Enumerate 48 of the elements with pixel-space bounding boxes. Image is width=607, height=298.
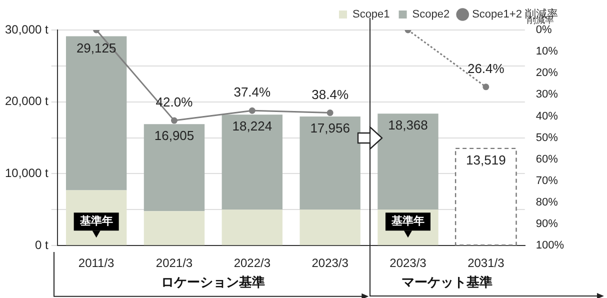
- y-tick-label: 10,000 t: [4, 166, 50, 180]
- y-tick-label: 20,000 t: [4, 94, 50, 108]
- total-label: 29,125: [76, 40, 116, 56]
- bar: [300, 116, 360, 210]
- data-label: 38.4%: [312, 86, 349, 102]
- y-tick-label: 30,000 t: [4, 22, 50, 36]
- annotation: 基準年: [78, 214, 113, 228]
- text: マーケット基準: [401, 274, 492, 290]
- bar: [222, 114, 283, 210]
- y2-tick-label: 80%: [536, 196, 558, 209]
- total-label: 16,905: [154, 128, 194, 144]
- y2-tick-label: 60%: [536, 153, 558, 166]
- x-tick-label: 2023/3: [390, 256, 427, 270]
- y2-tick-label: 70%: [536, 174, 558, 187]
- point: [170, 117, 178, 124]
- bar: [144, 124, 205, 212]
- text: ロケーション基準: [161, 274, 266, 290]
- bar: [222, 210, 283, 246]
- y-tick-label: 0 t: [35, 238, 50, 252]
- point: [482, 84, 490, 90]
- y2-tick-label: 0%: [536, 24, 552, 36]
- y2-tick-label: 100%: [536, 240, 564, 252]
- y2-tick-label: 90%: [536, 218, 558, 230]
- total-label: 17,956: [310, 120, 350, 136]
- point: [326, 110, 334, 116]
- annotation: 基準年: [390, 214, 424, 228]
- x-tick-label: 2022/3: [234, 256, 271, 270]
- x-tick-label: 2023/3: [312, 256, 349, 270]
- y2-tick-label: 50%: [536, 132, 558, 144]
- bar: [66, 36, 127, 190]
- data-label: 37.4%: [234, 84, 272, 100]
- y2-tick-label: 30%: [536, 88, 558, 101]
- total-label: 18,224: [232, 118, 272, 134]
- y2-tick-label: 20%: [536, 67, 558, 80]
- total-label: 18,368: [388, 118, 428, 133]
- bar: [300, 210, 360, 246]
- x-tick-label: 2031/3: [468, 256, 505, 270]
- point: [248, 107, 256, 114]
- x-tick-label: 2021/3: [156, 256, 193, 270]
- legend-label: Scope1: [352, 8, 390, 21]
- data-label: 26.4%: [467, 60, 505, 76]
- bar: [144, 211, 205, 246]
- y2-tick-label: 10%: [536, 46, 558, 58]
- legend-label: Scope2: [412, 8, 450, 21]
- x-tick-label: 2011/3: [78, 256, 115, 270]
- total-label: 13,519: [466, 152, 506, 168]
- y2-tick-label: 40%: [536, 110, 558, 122]
- bar: [378, 114, 438, 210]
